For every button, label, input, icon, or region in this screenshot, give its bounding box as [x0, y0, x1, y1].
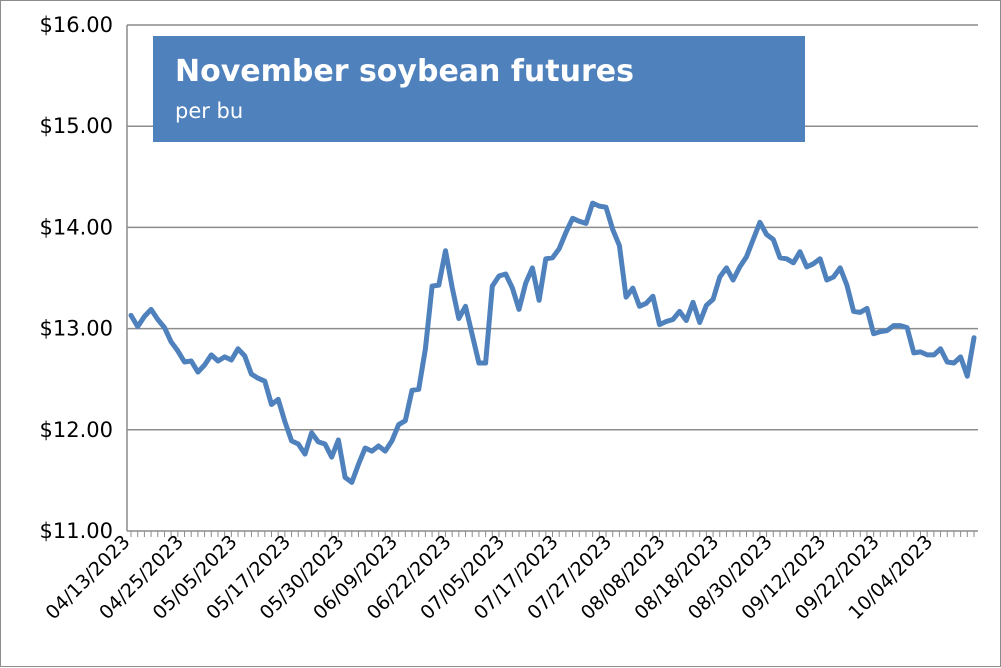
chart-subtitle: per bu [175, 99, 243, 123]
y-tick-label: $13.00 [40, 317, 113, 341]
title-background [153, 36, 805, 142]
y-tick-label: $12.00 [40, 418, 113, 442]
y-axis-tick-labels: $11.00 $12.00 $13.00 $14.00 $15.00 $16.00 [40, 13, 113, 543]
y-tick-label: $16.00 [40, 13, 113, 37]
y-tick-label: $15.00 [40, 114, 113, 138]
y-tick-label: $11.00 [40, 519, 113, 543]
x-axis-tick-labels: 04/13/202304/25/202305/05/202305/17/2023… [42, 531, 938, 624]
x-axis-tick-marks [130, 531, 975, 537]
chart-title: November soybean futures [175, 54, 634, 89]
series-layer [128, 200, 977, 485]
y-tick-label: $14.00 [40, 215, 113, 239]
series-line [128, 200, 977, 485]
title-box: November soybean futures per bu [153, 36, 805, 142]
